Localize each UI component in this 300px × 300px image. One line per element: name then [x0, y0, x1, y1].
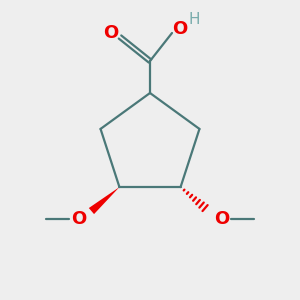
- Text: H: H: [188, 13, 200, 28]
- Text: O: O: [172, 20, 188, 38]
- Polygon shape: [89, 187, 119, 214]
- Text: O: O: [103, 24, 118, 42]
- Text: O: O: [214, 210, 229, 228]
- Text: O: O: [71, 210, 86, 228]
